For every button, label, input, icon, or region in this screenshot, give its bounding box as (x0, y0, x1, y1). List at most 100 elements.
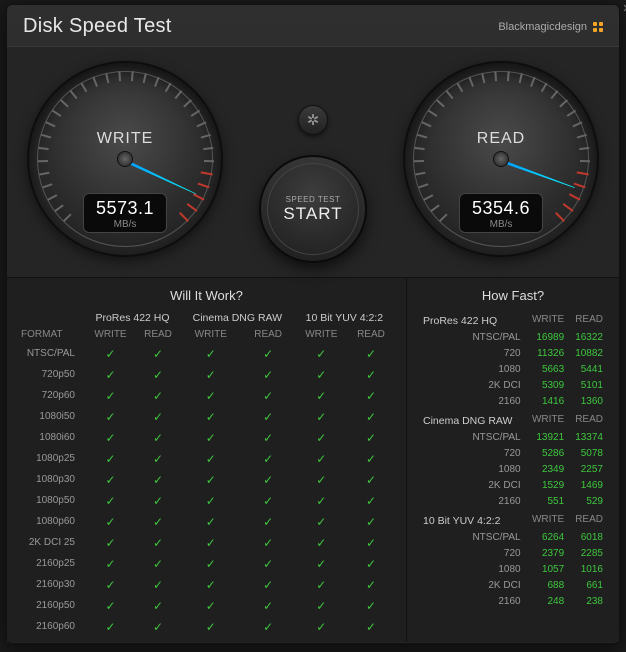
check-icon: ✓ (366, 347, 376, 361)
table-row: 2160p30✓✓✓✓✓✓ (19, 574, 394, 595)
table-row: 72023792285 (419, 545, 607, 561)
gear-icon: ✲ (307, 111, 320, 129)
check-icon: ✓ (263, 557, 273, 571)
wiw-result-cell: ✓ (242, 427, 295, 448)
titlebar: Disk Speed Test Blackmagicdesign (7, 5, 619, 46)
check-icon: ✓ (316, 557, 326, 571)
table-row: NTSC/PAL62646018 (419, 529, 607, 545)
check-icon: ✓ (105, 410, 115, 424)
check-icon: ✓ (263, 452, 273, 466)
check-icon: ✓ (105, 431, 115, 445)
hf-read-cell: 238 (568, 593, 607, 609)
check-icon: ✓ (263, 494, 273, 508)
check-icon: ✓ (366, 536, 376, 550)
check-icon: ✓ (153, 557, 163, 571)
wiw-result-cell: ✓ (295, 427, 348, 448)
wiw-result-cell: ✓ (136, 553, 180, 574)
check-icon: ✓ (316, 389, 326, 403)
close-icon[interactable]: ✕ (620, 2, 626, 16)
hf-read-cell: 10882 (568, 345, 607, 361)
check-icon: ✓ (263, 431, 273, 445)
check-icon: ✓ (206, 620, 216, 634)
table-row: 1080i50✓✓✓✓✓✓ (19, 406, 394, 427)
wiw-result-cell: ✓ (136, 469, 180, 490)
wiw-format-cell: 2160p30 (19, 574, 85, 595)
check-icon: ✓ (153, 347, 163, 361)
table-row: 2160p60✓✓✓✓✓✓ (19, 616, 394, 637)
table-row: 108010571016 (419, 561, 607, 577)
wiw-result-cell: ✓ (242, 574, 295, 595)
table-row: 720p50✓✓✓✓✓✓ (19, 364, 394, 385)
hf-res-cell: 2160 (419, 393, 525, 409)
wiw-format-cell: 720p60 (19, 385, 85, 406)
wiw-result-cell: ✓ (242, 511, 295, 532)
table-row: 1080i60✓✓✓✓✓✓ (19, 427, 394, 448)
wiw-sub-header: READ (136, 326, 180, 343)
hf-res-cell: 1080 (419, 361, 525, 377)
wiw-result-cell: ✓ (85, 490, 136, 511)
table-row: 108056635441 (419, 361, 607, 377)
wiw-result-cell: ✓ (242, 490, 295, 511)
hf-write-cell: 5663 (525, 361, 569, 377)
check-icon: ✓ (366, 578, 376, 592)
read-value: 5354.6 (472, 198, 530, 219)
check-icon: ✓ (105, 599, 115, 613)
check-icon: ✓ (206, 557, 216, 571)
hf-read-cell: 5078 (568, 445, 607, 461)
wiw-result-cell: ✓ (180, 532, 242, 553)
brand-logo-icon (593, 22, 603, 32)
check-icon: ✓ (105, 515, 115, 529)
check-icon: ✓ (263, 578, 273, 592)
check-icon: ✓ (263, 536, 273, 550)
check-icon: ✓ (153, 368, 163, 382)
wiw-result-cell: ✓ (242, 406, 295, 427)
check-icon: ✓ (316, 620, 326, 634)
check-icon: ✓ (366, 389, 376, 403)
check-icon: ✓ (206, 578, 216, 592)
wiw-result-cell: ✓ (295, 406, 348, 427)
start-button[interactable]: SPEED TEST START (259, 155, 367, 263)
wiw-result-cell: ✓ (348, 364, 394, 385)
check-icon: ✓ (316, 494, 326, 508)
table-row: NTSC/PAL1392113374 (419, 429, 607, 445)
hf-read-cell: 661 (568, 577, 607, 593)
hf-write-cell: 1529 (525, 477, 569, 493)
table-row: 2K DCI53095101 (419, 377, 607, 393)
wiw-format-cell: 2160p25 (19, 553, 85, 574)
how-fast-panel: How Fast? ProRes 422 HQWRITEREADNTSC/PAL… (407, 278, 619, 642)
wiw-result-cell: ✓ (136, 406, 180, 427)
check-icon: ✓ (316, 452, 326, 466)
hf-res-cell: 2160 (419, 593, 525, 609)
hf-res-cell: 1080 (419, 561, 525, 577)
table-row: 2K DCI688661 (419, 577, 607, 593)
wiw-result-cell: ✓ (136, 595, 180, 616)
check-icon: ✓ (366, 452, 376, 466)
table-row: 216014161360 (419, 393, 607, 409)
wiw-result-cell: ✓ (180, 343, 242, 364)
wiw-result-cell: ✓ (295, 469, 348, 490)
wiw-result-cell: ✓ (348, 385, 394, 406)
write-readout: 5573.1 MB/s (83, 193, 167, 233)
wiw-result-cell: ✓ (242, 448, 295, 469)
check-icon: ✓ (105, 368, 115, 382)
wiw-result-cell: ✓ (85, 364, 136, 385)
gauges-panel: WRITE 5573.1 MB/s ✲ SPEED TEST START REA… (7, 46, 619, 278)
wiw-result-cell: ✓ (136, 364, 180, 385)
check-icon: ✓ (153, 473, 163, 487)
hf-write-cell: 11326 (525, 345, 569, 361)
settings-button[interactable]: ✲ (298, 105, 328, 135)
hf-write-header: WRITE (525, 309, 569, 329)
check-icon: ✓ (316, 536, 326, 550)
check-icon: ✓ (153, 515, 163, 529)
wiw-result-cell: ✓ (295, 595, 348, 616)
check-icon: ✓ (316, 515, 326, 529)
wiw-result-cell: ✓ (136, 616, 180, 637)
check-icon: ✓ (153, 536, 163, 550)
wiw-result-cell: ✓ (85, 343, 136, 364)
wiw-format-cell: 720p50 (19, 364, 85, 385)
hf-write-cell: 2379 (525, 545, 569, 561)
wiw-result-cell: ✓ (85, 574, 136, 595)
hf-res-cell: 2160 (419, 493, 525, 509)
wiw-result-cell: ✓ (295, 364, 348, 385)
wiw-result-cell: ✓ (348, 406, 394, 427)
